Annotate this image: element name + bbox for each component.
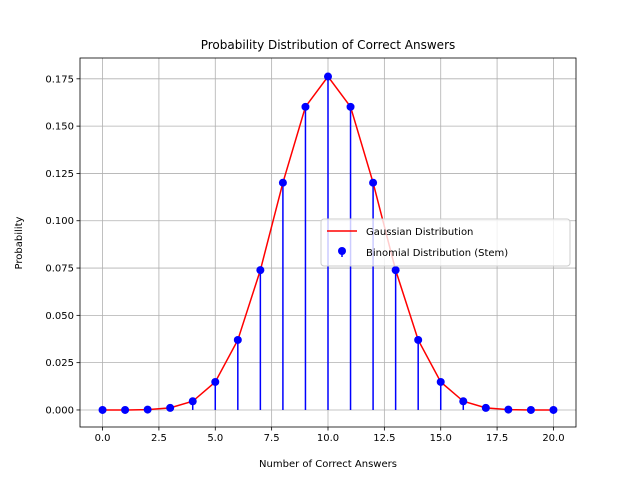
stem-marker	[414, 335, 423, 344]
stem-marker	[188, 397, 197, 406]
stem-marker	[526, 405, 535, 414]
y-tick-label: 0.025	[45, 358, 74, 369]
stem-marker	[211, 377, 220, 386]
legend: Gaussian Distribution Binomial Distribut…	[320, 218, 571, 267]
x-axis-label: Number of Correct Answers	[259, 459, 397, 470]
legend-gaussian-label: Gaussian Distribution	[366, 227, 473, 238]
stem-marker	[346, 102, 355, 111]
x-tick-label: 2.5	[151, 433, 167, 444]
y-tick-label: 0.125	[45, 169, 74, 180]
x-tick-label: 20.0	[542, 433, 564, 444]
y-tick-label: 0.075	[45, 264, 74, 275]
legend-binomial-marker-swatch	[338, 247, 346, 255]
stem-marker	[369, 178, 378, 187]
chart-title: Probability Distribution of Correct Answ…	[201, 38, 456, 52]
x-tick-label: 5.0	[207, 433, 223, 444]
legend-binomial-label: Binomial Distribution (Stem)	[366, 248, 508, 259]
x-tick-label: 17.5	[486, 433, 508, 444]
stem-marker	[481, 403, 490, 412]
stem-marker	[256, 266, 265, 275]
stem-marker	[436, 377, 445, 386]
y-axis-ticks: 0.000 0.025 0.050 0.075 0.100 0.125 0.150 0.175	[45, 74, 80, 416]
stem-marker	[233, 335, 242, 344]
stem-marker	[391, 266, 400, 275]
stem-marker	[549, 405, 558, 414]
y-axis-label: Probability	[14, 216, 25, 269]
stem-marker	[166, 403, 175, 412]
stem-marker	[504, 405, 513, 414]
x-tick-label: 15.0	[430, 433, 452, 444]
y-tick-label: 0.150	[45, 122, 74, 133]
x-tick-label: 0.0	[95, 433, 111, 444]
x-tick-label: 7.5	[264, 433, 280, 444]
y-tick-label: 0.050	[45, 311, 74, 322]
y-tick-label: 0.000	[45, 405, 74, 416]
stem-marker	[459, 397, 468, 406]
stem-marker	[278, 178, 287, 187]
y-tick-label: 0.100	[45, 216, 74, 227]
x-tick-label: 12.5	[373, 433, 395, 444]
stem-marker	[143, 405, 152, 414]
x-tick-label: 10.0	[317, 433, 339, 444]
stem-markers	[98, 72, 558, 414]
stem-marker	[98, 405, 107, 414]
y-tick-label: 0.175	[45, 74, 74, 85]
stem-marker	[301, 102, 310, 111]
stem-marker	[324, 72, 332, 81]
legend-box	[320, 218, 571, 267]
x-axis-ticks: 0.0 2.5 5.0 7.5 10.0 12.5 15.0 17.5 20.0	[95, 427, 565, 444]
stem-marker	[121, 405, 130, 414]
